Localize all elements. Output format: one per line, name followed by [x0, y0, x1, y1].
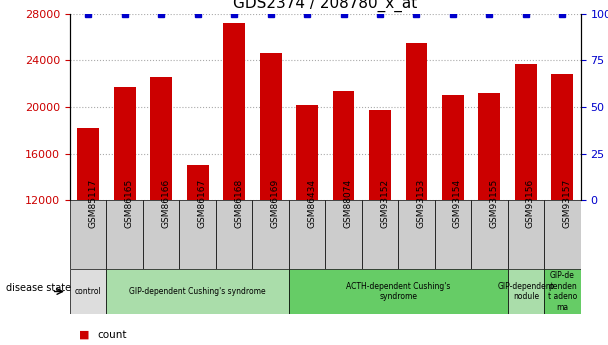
Bar	[406, 43, 427, 200]
Bar	[544, 200, 581, 269]
Bar	[369, 110, 391, 200]
Text: GSM86166: GSM86166	[161, 179, 170, 228]
Bar	[325, 200, 362, 269]
Bar	[398, 200, 435, 269]
Bar	[508, 200, 544, 269]
Text: disease state: disease state	[6, 283, 71, 293]
Bar	[289, 269, 508, 314]
Bar	[260, 53, 282, 200]
Bar	[77, 128, 99, 200]
Bar	[435, 200, 471, 269]
Bar	[362, 200, 398, 269]
Bar	[143, 200, 179, 269]
Bar	[471, 200, 508, 269]
Text: GSM93155: GSM93155	[489, 179, 499, 228]
Bar	[296, 105, 318, 200]
Bar	[289, 200, 325, 269]
Bar	[252, 200, 289, 269]
Bar	[187, 165, 209, 200]
Bar	[70, 269, 106, 314]
Text: GSM86168: GSM86168	[234, 179, 243, 228]
Bar	[216, 200, 252, 269]
Bar	[508, 269, 544, 314]
Text: GIP-dependent Cushing's syndrome: GIP-dependent Cushing's syndrome	[130, 287, 266, 296]
Bar	[106, 269, 289, 314]
Bar	[223, 23, 245, 200]
Bar	[544, 269, 581, 314]
Text: GSM88074: GSM88074	[344, 179, 353, 228]
Text: GIP-dependent
nodule: GIP-dependent nodule	[497, 282, 554, 301]
Text: GSM86169: GSM86169	[271, 179, 280, 228]
Text: GSM93152: GSM93152	[380, 179, 389, 228]
Text: GSM85117: GSM85117	[88, 179, 97, 228]
Bar	[478, 93, 500, 200]
Text: GIP-de
penden
t adeno
ma: GIP-de penden t adeno ma	[548, 272, 577, 312]
Text: control: control	[75, 287, 102, 296]
Bar	[442, 95, 464, 200]
Text: GSM86165: GSM86165	[125, 179, 134, 228]
Text: GSM93153: GSM93153	[416, 179, 426, 228]
Bar	[70, 200, 106, 269]
Text: GSM93154: GSM93154	[453, 179, 462, 228]
Bar	[150, 77, 172, 200]
Text: ACTH-dependent Cushing's
syndrome: ACTH-dependent Cushing's syndrome	[346, 282, 451, 301]
Bar	[179, 200, 216, 269]
Text: ■: ■	[79, 330, 89, 339]
Title: GDS2374 / 208780_x_at: GDS2374 / 208780_x_at	[233, 0, 418, 12]
Text: GSM93157: GSM93157	[562, 179, 572, 228]
Bar	[106, 200, 143, 269]
Text: count: count	[97, 330, 127, 339]
Text: GSM86167: GSM86167	[198, 179, 207, 228]
Text: GSM93156: GSM93156	[526, 179, 535, 228]
Bar	[333, 91, 354, 200]
Bar	[551, 74, 573, 200]
Text: GSM86434: GSM86434	[307, 179, 316, 228]
Bar	[114, 87, 136, 200]
Bar	[515, 64, 537, 200]
